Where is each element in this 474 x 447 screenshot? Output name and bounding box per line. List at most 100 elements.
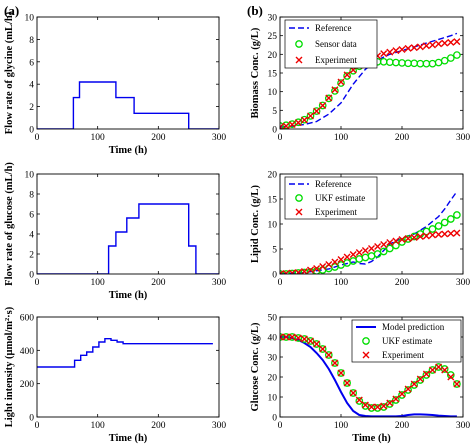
data-point-cross [410, 234, 418, 241]
data-point-cross [386, 48, 394, 56]
data-point-cross [453, 380, 461, 388]
y-tick-label: 20 [268, 374, 278, 384]
series-line [37, 81, 219, 129]
data-point-cross [447, 38, 455, 46]
chart-a3: 0 100 200 300 0 200 400 600 Time (h) Light intens… [4, 306, 226, 444]
y-tick-label: 6 [29, 211, 34, 221]
data-point-cross [307, 112, 314, 120]
data-point-cross [435, 363, 443, 371]
data-point-circle [355, 255, 364, 263]
data-point-circle [337, 369, 345, 377]
legend-label: UKF estimate [382, 336, 432, 346]
data-point-circle [446, 371, 455, 379]
x-tick-label: 300 [212, 133, 227, 143]
y-axis-label: Lipid Conc. (g/L) [250, 185, 261, 263]
data-point-circle [337, 79, 345, 87]
plot-frame [36, 16, 220, 130]
legend-label: Experiment [315, 55, 357, 65]
data-point-cross [398, 390, 406, 398]
data-point-cross [313, 107, 321, 115]
y-tick-label: 5 [272, 246, 277, 256]
data-point-cross [386, 399, 394, 407]
data-point-cross [288, 121, 296, 129]
data-point-cross [435, 231, 443, 238]
y-tick-label: 400 [20, 347, 35, 357]
legend-marker-circle [295, 194, 303, 202]
data-point-cross [429, 366, 436, 374]
data-point-cross [294, 269, 302, 274]
x-axis-label: Time (h) [352, 433, 391, 444]
data-point-circle [416, 376, 425, 384]
data-point-cross [300, 335, 308, 343]
x-tick-label: 0 [35, 278, 40, 288]
plot-frame [279, 16, 464, 130]
data-point-cross [325, 261, 333, 268]
data-point-cross [280, 333, 284, 341]
y-tick-label: 200 [20, 380, 35, 390]
chart-b3: 0 100 200 300 0 10 20 30 40 50 Time (h) Glucose Con… [250, 314, 470, 445]
data-point-cross [374, 403, 382, 411]
data-point-cross [300, 116, 308, 124]
y-tick-label: 10 [268, 221, 278, 231]
x-tick-label: 0 [278, 421, 283, 431]
data-point-circle [379, 403, 388, 411]
legend: Model prediction UKF estimate Experiment [351, 319, 462, 363]
plot-area [37, 338, 213, 368]
legend-box [284, 19, 378, 69]
data-point-circle [306, 112, 315, 120]
data-point-circle [416, 59, 425, 68]
y-tick-label: 0 [272, 414, 277, 424]
data-point-cross [325, 94, 333, 102]
data-point-circle [324, 94, 333, 103]
panel-label-a: (a) [4, 3, 19, 18]
data-point-circle [343, 72, 351, 80]
x-tick-label: 200 [395, 421, 410, 431]
data-point-cross [331, 86, 339, 94]
data-point-circle [422, 59, 431, 68]
y-tick-label: 10 [268, 88, 278, 98]
data-point-cross [410, 44, 418, 52]
data-point-circle [343, 379, 351, 387]
data-point-circle [331, 359, 339, 367]
y-tick-label: 30 [268, 354, 278, 364]
data-point-cross [435, 40, 443, 48]
data-point-cross [453, 38, 461, 46]
data-point-circle [434, 222, 443, 230]
data-point-cross [294, 119, 302, 127]
plot-area [37, 81, 219, 129]
x-tick-label: 200 [395, 278, 410, 288]
data-point-cross [282, 122, 290, 129]
data-point-cross [349, 251, 357, 258]
data-point-circle [440, 56, 449, 65]
legend-marker-circle [362, 337, 370, 345]
data-point-cross [300, 268, 308, 274]
y-tick-label: 40 [268, 334, 278, 344]
data-point-circle [367, 404, 376, 412]
series-line [37, 203, 219, 274]
y-tick-label: 0 [29, 414, 34, 424]
x-tick-label: 100 [91, 421, 106, 431]
legend-label: Experiment [315, 207, 357, 217]
plot-area [280, 333, 461, 417]
legend: Reference Sensor data Experiment [284, 19, 378, 69]
data-point-cross [313, 340, 321, 348]
data-point-cross [441, 230, 449, 238]
x-axis-label: Time (h) [109, 145, 148, 156]
data-point-cross [447, 230, 455, 237]
data-point-circle [355, 397, 364, 405]
data-point-cross [343, 253, 351, 261]
y-tick-label: 600 [20, 314, 35, 324]
data-point-cross [343, 379, 351, 387]
data-point-circle [349, 389, 358, 397]
x-tick-label: 200 [395, 133, 410, 143]
data-point-cross [398, 236, 406, 243]
y-tick-label: 5 [272, 107, 277, 117]
data-point-cross [313, 265, 321, 272]
y-tick-label: 2 [29, 251, 34, 261]
data-point-cross [361, 247, 369, 254]
series-line [280, 32, 458, 128]
data-point-circle [434, 58, 443, 67]
y-tick-label: 0 [272, 271, 277, 281]
data-point-cross [349, 389, 357, 397]
y-axis-label: Glucose Conc. (g/L) [250, 322, 261, 411]
